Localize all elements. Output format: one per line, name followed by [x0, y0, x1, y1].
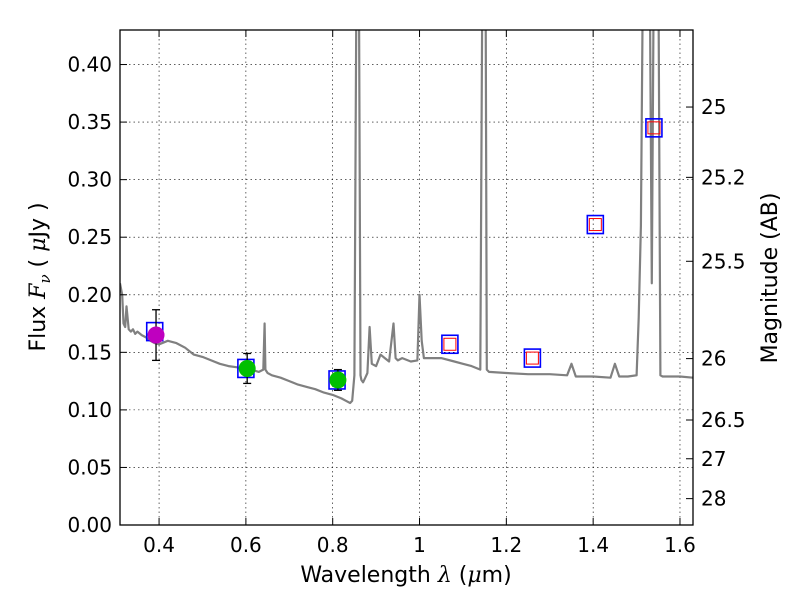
plot-frame [119, 29, 694, 526]
y-tick-label: 0.10 [67, 398, 112, 422]
model-photometry-marker [645, 118, 663, 138]
ticks: 0.4 0.6 0.8 1 1.2 1.4 1.6 0.00 0.05 0.10 0.15 0.20 0… [67, 30, 746, 557]
y-tick-label: 0.20 [67, 283, 112, 307]
y2-tick-label: 27 [701, 447, 726, 471]
y2-tick-label: 26.5 [701, 408, 746, 432]
x-tick-label: 0.8 [317, 533, 349, 557]
y2-tick-label: 25.5 [701, 249, 746, 273]
y-tick-label: 0.35 [67, 110, 112, 134]
x-tick-label: 0.4 [143, 533, 175, 557]
model-photometry-marker [523, 348, 542, 368]
y-axis-title: Flux Fν ( μJy ) [26, 202, 54, 351]
y-tick-label: 0.15 [67, 340, 112, 364]
model-photometry-marker [441, 334, 459, 355]
y-tick-label: 0.05 [67, 455, 112, 479]
y-tick-label: 0.25 [67, 225, 112, 249]
upper-limit-marker [588, 218, 602, 232]
x-axis-title: Wavelength λ (μm) [300, 563, 511, 588]
y-tick-label: 0.00 [67, 513, 112, 537]
data-layer [120, 30, 693, 405]
y2-tick-label: 25.2 [701, 165, 746, 189]
y2-tick-label: 26 [701, 347, 726, 371]
x-tick-label: 0.6 [230, 533, 262, 557]
y2-tick-label: 28 [701, 487, 726, 511]
observed-photometry-marker [329, 371, 347, 389]
y-tick-label: 0.40 [67, 53, 112, 77]
model-photometry-marker [586, 214, 605, 235]
observed-photometry-marker [238, 359, 256, 377]
upper-limit-marker [525, 351, 539, 365]
upper-limit-marker [443, 337, 457, 351]
x-tick-label: 1.2 [490, 533, 522, 557]
y2-axis-title: Magnitude (AB) [758, 193, 783, 364]
upper-limit-marker [647, 121, 661, 135]
y-tick-label: 0.30 [67, 168, 112, 192]
plot-background [120, 30, 693, 525]
y2-tick-label: 25 [701, 95, 726, 119]
x-tick-label: 1.6 [664, 533, 696, 557]
x-tick-label: 1.4 [577, 533, 609, 557]
model-spectrum-line [120, 30, 693, 405]
x-tick-label: 1 [413, 533, 426, 557]
observed-photometry-marker [147, 326, 165, 344]
